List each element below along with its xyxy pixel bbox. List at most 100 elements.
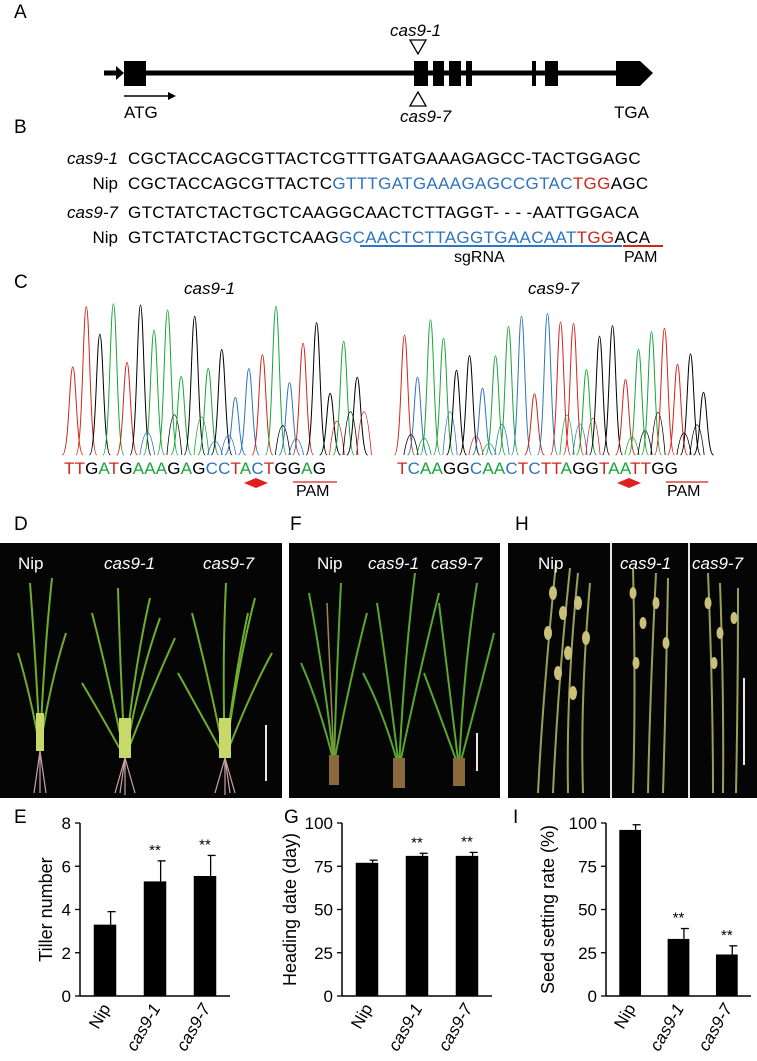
cut-site-arrow-cas9-1: [244, 478, 268, 488]
chromatogram-peak: [265, 305, 287, 456]
sequence-segment: CGCTACCAGCGTTACTCGTTTGATGAAAGAGCC: [128, 149, 526, 168]
sequence-segment: GTCTATCTACTGCTCAAGGCAACTCTTAGGT: [128, 203, 494, 222]
sequence-segment: CGCTACCAGCGTTACTC: [128, 174, 333, 193]
chromatogram-peak: [550, 321, 571, 456]
chromatogram-base: A: [98, 459, 109, 478]
scale-bar-d: [265, 725, 267, 781]
chromatogram-noise-peak: [676, 432, 692, 456]
panicles-illustration: [537, 562, 739, 794]
chromatogram-noise-peak: [403, 434, 419, 456]
chromatogram-peak: [394, 334, 415, 456]
photo-f-label-cas9-7: cas9-7: [431, 554, 483, 573]
chart-y-tick-label: 25: [314, 944, 333, 963]
sequence-segment: GTCTATCTACTGCTCAAG: [128, 228, 340, 247]
exon-5: [466, 61, 472, 86]
chart-significance-label: **: [411, 834, 423, 851]
chart-y-tick-label: 0: [62, 987, 71, 1006]
chromatogram-peak: [693, 391, 714, 456]
chromatogram-base: A: [431, 459, 444, 478]
alignment-row-sequence: CGCTACCAGCGTTACTCGTTTGATGAAAGAGCCGTACTGG…: [128, 174, 649, 194]
chromatogram-peak: [75, 306, 98, 456]
chart-significance-label: **: [721, 927, 733, 944]
cas9-1-site-triangle: [408, 39, 428, 56]
chromatogram-peak: [680, 353, 701, 456]
chromatogram-base: T: [230, 459, 240, 478]
alignment-row-sequence: GTCTATCTACTGCTCAAGGCAACTCTTAGGT- - - -AA…: [128, 203, 639, 223]
chromatogram-peak: [183, 315, 206, 456]
chromatogram-base: T: [630, 459, 641, 478]
chromatogram-noise-peak: [329, 420, 345, 456]
chromatogram-base: T: [263, 459, 275, 478]
photo-h-divider-1: [610, 543, 612, 798]
chromatogram-base: C: [251, 459, 264, 478]
chart-category-label: cas9-7: [694, 1000, 736, 1054]
scale-bar-f: [476, 733, 478, 771]
chromatogram-base: G: [287, 459, 302, 478]
chromatogram-base: T: [551, 459, 561, 478]
chromatogram-base: T: [74, 459, 86, 478]
sequence-segment: -: [525, 149, 532, 168]
bar-charts: 0 2 4 6 8 Tiller number Nip ** cas9-1 ** cas9-7 0 25…: [36, 814, 751, 1055]
sequence-segment: - - - -: [493, 203, 533, 222]
chart-bar: [405, 855, 429, 996]
chromatogram-base: G: [572, 459, 586, 478]
chromatogram-peak: [116, 361, 138, 456]
photo-panel-f-heading: Nip cas9-1 cas9-7: [289, 543, 500, 798]
chromatogram-peak: [170, 376, 193, 456]
chromatogram-base: G: [85, 459, 99, 478]
chart-category-label: Nip: [85, 1001, 114, 1033]
chart-y-tick-label: 2: [62, 944, 71, 963]
chromatogram-peak: [251, 354, 274, 456]
chromatogram-noise-peak: [274, 425, 291, 456]
alignment-row-name: Nip: [92, 228, 118, 247]
chromatogram-base: A: [608, 459, 620, 478]
chromatogram-peak: [602, 325, 623, 456]
chart-y-tick-label: 100: [305, 814, 333, 833]
chart-y-tick-label: 75: [314, 857, 333, 876]
chart-category-label: cas9-1: [122, 1001, 164, 1055]
chromatogram-base: G: [192, 459, 206, 478]
chromatogram-peak: [420, 319, 441, 456]
chromatogram-peak: [102, 303, 125, 456]
chart-significance-label: **: [461, 833, 473, 850]
chromatogram-peak: [224, 397, 247, 456]
sequence-segment: ACA: [614, 228, 651, 247]
photo-d-label-cas9-7: cas9-7: [203, 554, 255, 573]
chromatogram-peak: [129, 304, 152, 456]
chromatogram-peak: [537, 312, 558, 456]
panel-letter-d: D: [14, 514, 28, 535]
photo-d-label-nip: Nip: [18, 554, 44, 573]
chromatogram-base: C: [205, 459, 219, 478]
sequence-segment: GTTTGATGAAAGAGCCGTAC: [332, 174, 573, 193]
chromatogram-peak: [61, 366, 84, 456]
panel-letter-c: C: [14, 272, 28, 293]
chart-y-axis-label: Seed setting rate (%): [538, 825, 558, 994]
scale-bar-h: [743, 678, 745, 765]
chromatogram-noise-peak: [220, 434, 237, 456]
chromatogram-title-cas9-1: cas9-1: [184, 279, 236, 298]
chromatogram-base: T: [64, 459, 75, 478]
photo-panel-d-seedlings: Nip cas9-1 cas9-7: [0, 543, 282, 798]
chromatogram-peak: [459, 355, 480, 456]
chromatogram-noise-peak: [572, 423, 588, 456]
chromatogram-base: G: [456, 459, 470, 478]
chromatogram-base: T: [517, 459, 529, 478]
chart-y-tick-label: 0: [324, 987, 333, 1006]
chromatogram-base: C: [218, 459, 231, 478]
chart-bar: [455, 855, 479, 996]
chromatogram-base: A: [239, 459, 252, 478]
chromatogram-base: C: [407, 459, 421, 478]
chromatogram-base: C: [505, 459, 518, 478]
chromatogram-peak: [197, 367, 220, 456]
panel-letter-i: I: [513, 807, 519, 828]
photo-f-label-cas9-1: cas9-1: [368, 554, 420, 573]
chrom-pam-label-cas9-1: PAM: [296, 483, 330, 500]
chart-bar: [143, 881, 167, 996]
chromatogram-peak: [305, 322, 328, 456]
chromatogram-noise-peak: [559, 415, 575, 456]
chart-y-tick-label: 4: [62, 901, 71, 920]
sequence-segment: TGG: [576, 228, 615, 247]
exon-3: [433, 61, 444, 86]
tga-label: TGA: [614, 103, 649, 122]
sequence-segment: TACTGGAGC: [531, 149, 641, 168]
